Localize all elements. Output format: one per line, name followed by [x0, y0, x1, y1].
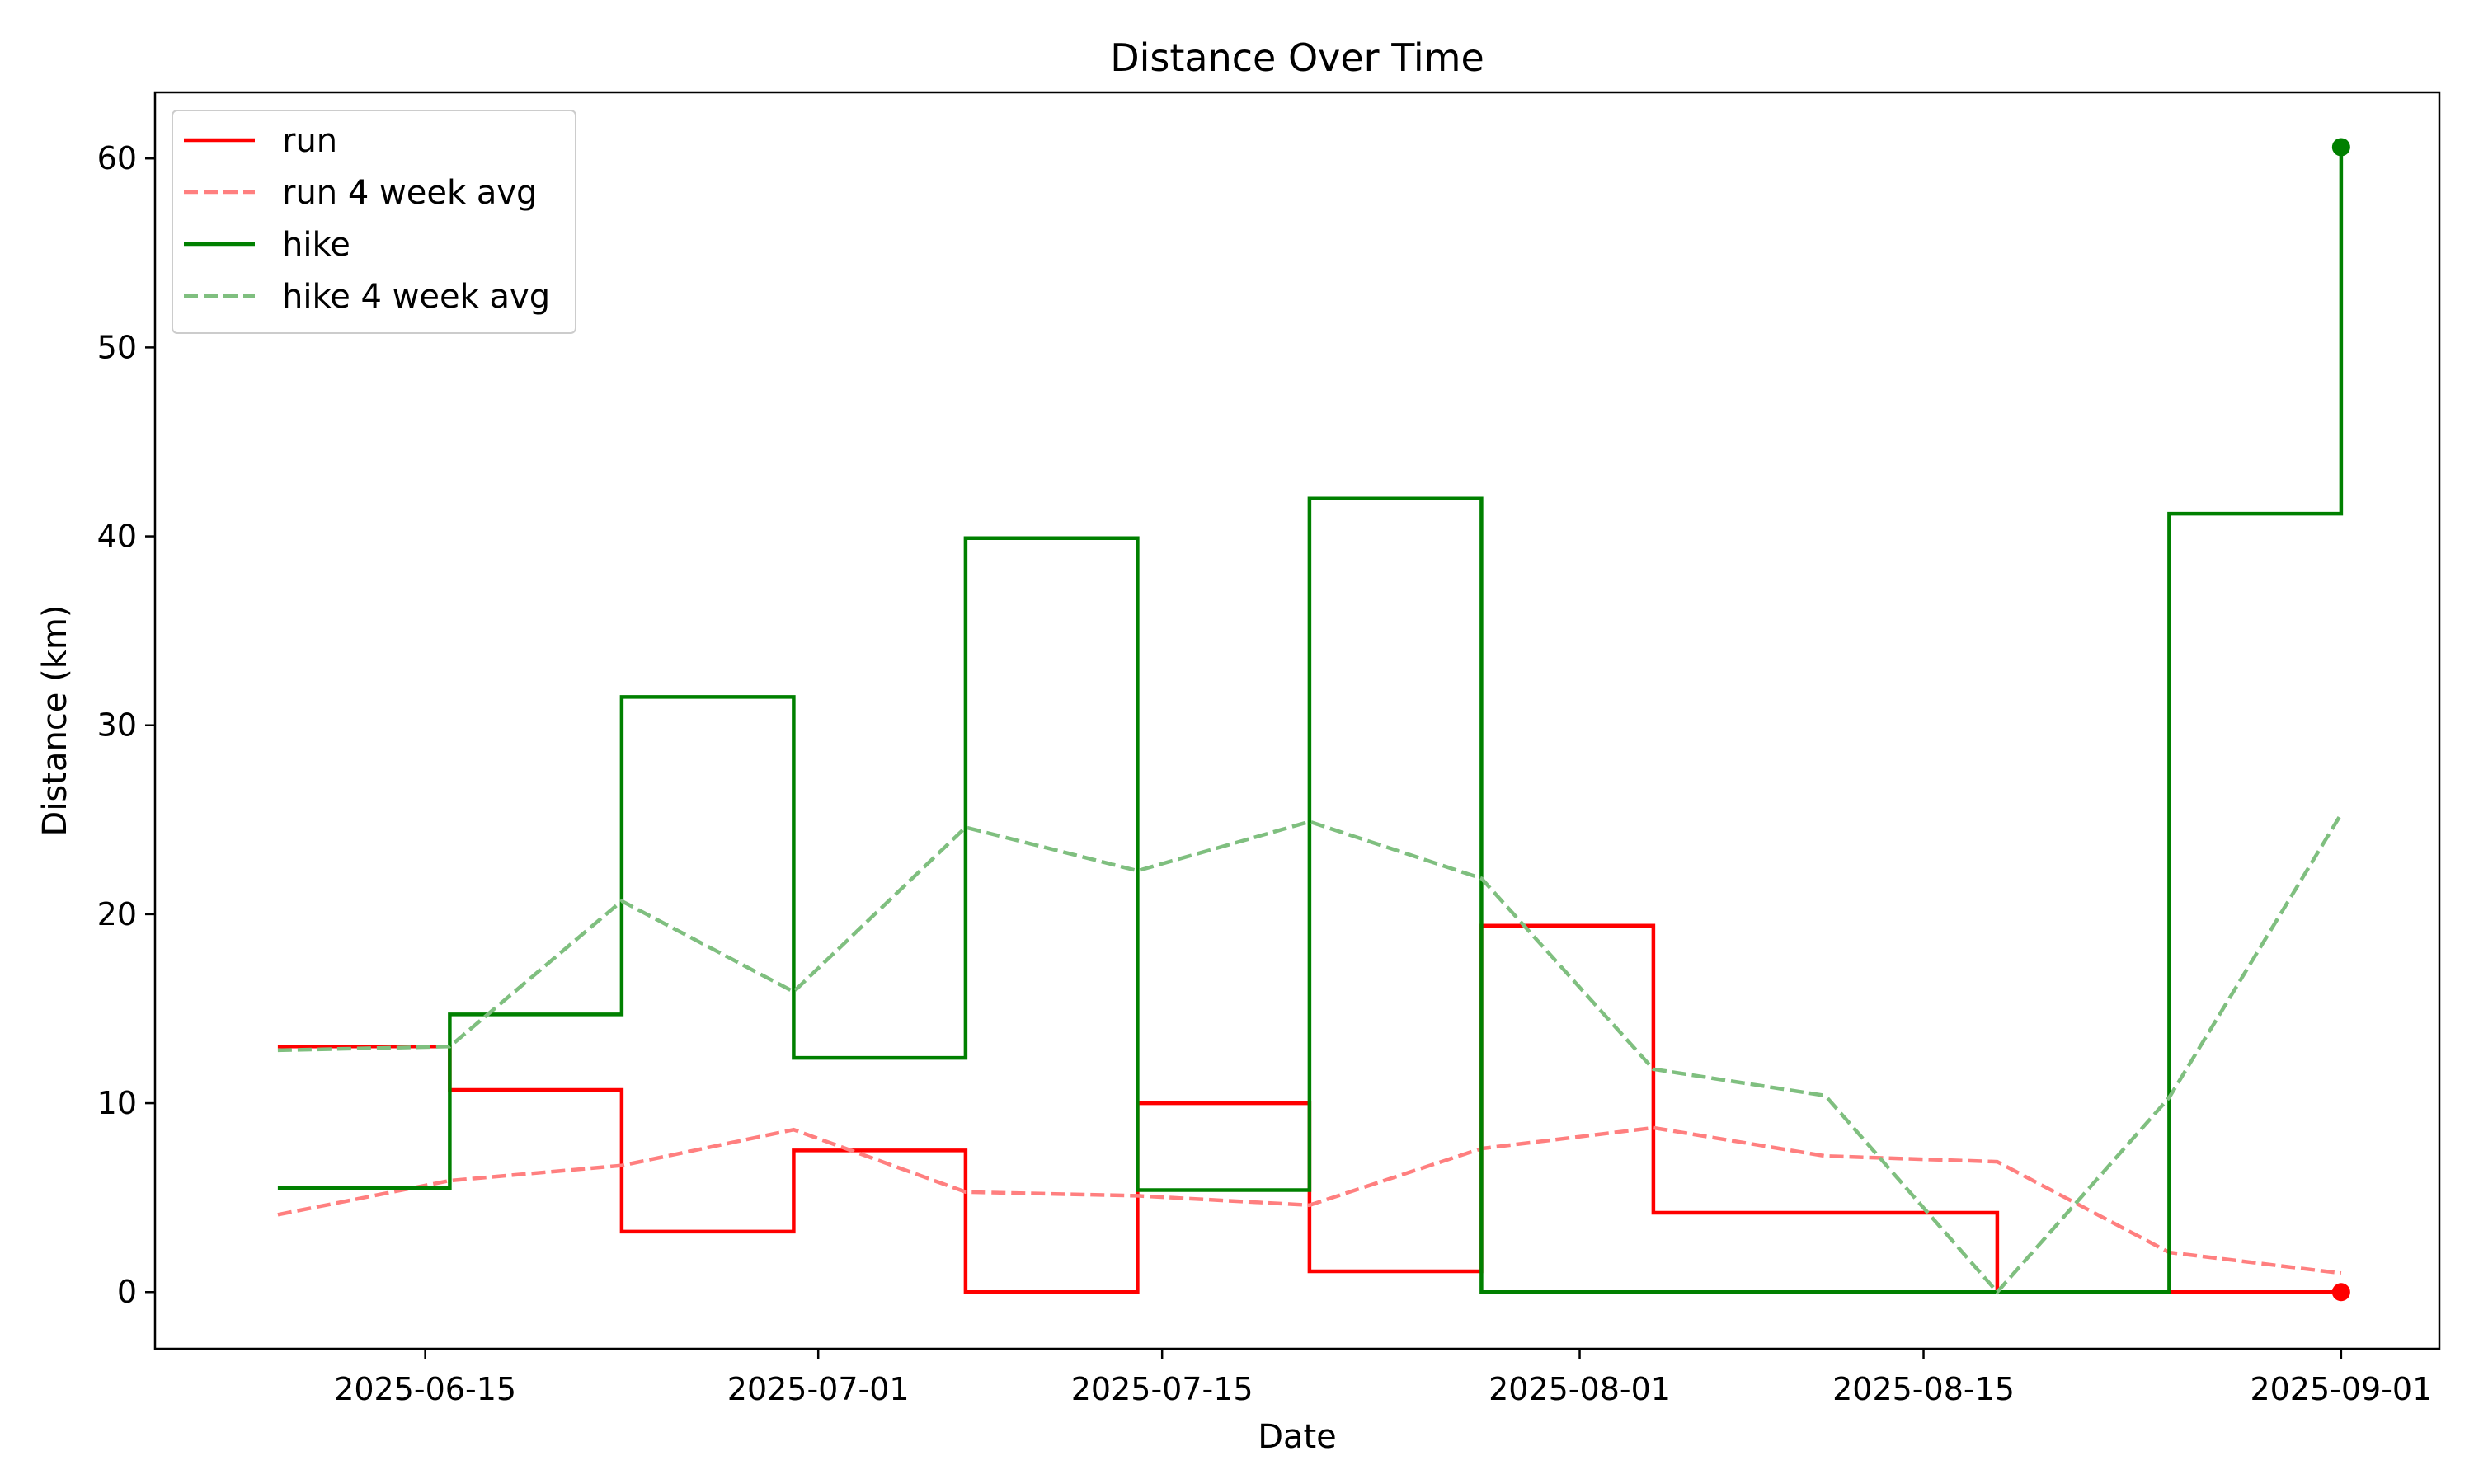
legend-label: hike 4 week avg: [282, 278, 550, 316]
legend-box: [172, 110, 576, 334]
x-tick-label: 2025-06-15: [334, 1371, 516, 1407]
series-line-run-4-week-avg: [277, 1125, 2342, 1275]
series-line-hike: [277, 147, 2344, 1294]
legend-label: run: [282, 122, 337, 160]
plot-area: [277, 147, 2344, 1295]
x-tick-label: 2025-09-01: [2250, 1371, 2432, 1407]
x-tick-label: 2025-07-01: [727, 1371, 910, 1407]
y-tick-label: 40: [97, 519, 137, 555]
x-tick-label: 2025-07-15: [1071, 1371, 1253, 1407]
y-tick-label: 50: [97, 329, 137, 365]
y-tick-label: 60: [97, 140, 137, 176]
x-axis-title: Date: [1258, 1418, 1337, 1456]
y-axis-title: Distance (km): [36, 605, 74, 837]
y-tick-label: 30: [97, 707, 137, 744]
x-tick-label: 2025-08-01: [1489, 1371, 1671, 1407]
x-tick-label: 2025-08-15: [1832, 1371, 2015, 1407]
y-tick-label: 10: [97, 1085, 137, 1121]
legend-label: hike: [282, 226, 350, 264]
legend: run run 4 week avg hike hike 4 week avg: [172, 110, 576, 334]
plot-frame: [153, 91, 2441, 1350]
series-line-hike-4-week-avg: [277, 813, 2343, 1295]
y-tick-label: 20: [97, 896, 137, 932]
series-line-run: [277, 923, 2341, 1294]
y-tick-label: 0: [117, 1274, 137, 1310]
series-end-marker-hike: [2331, 138, 2350, 157]
legend-label: run 4 week avg: [282, 174, 537, 212]
chart-title: Distance Over Time: [1110, 35, 1484, 80]
x-axis-ticks: 2025-06-15 2025-07-01 2025-07-15 2025-08-01…: [334, 1349, 2432, 1407]
series-end-marker-run: [2331, 1283, 2350, 1302]
y-axis-ticks: 0 10 20 30 40 50 60: [97, 140, 155, 1310]
